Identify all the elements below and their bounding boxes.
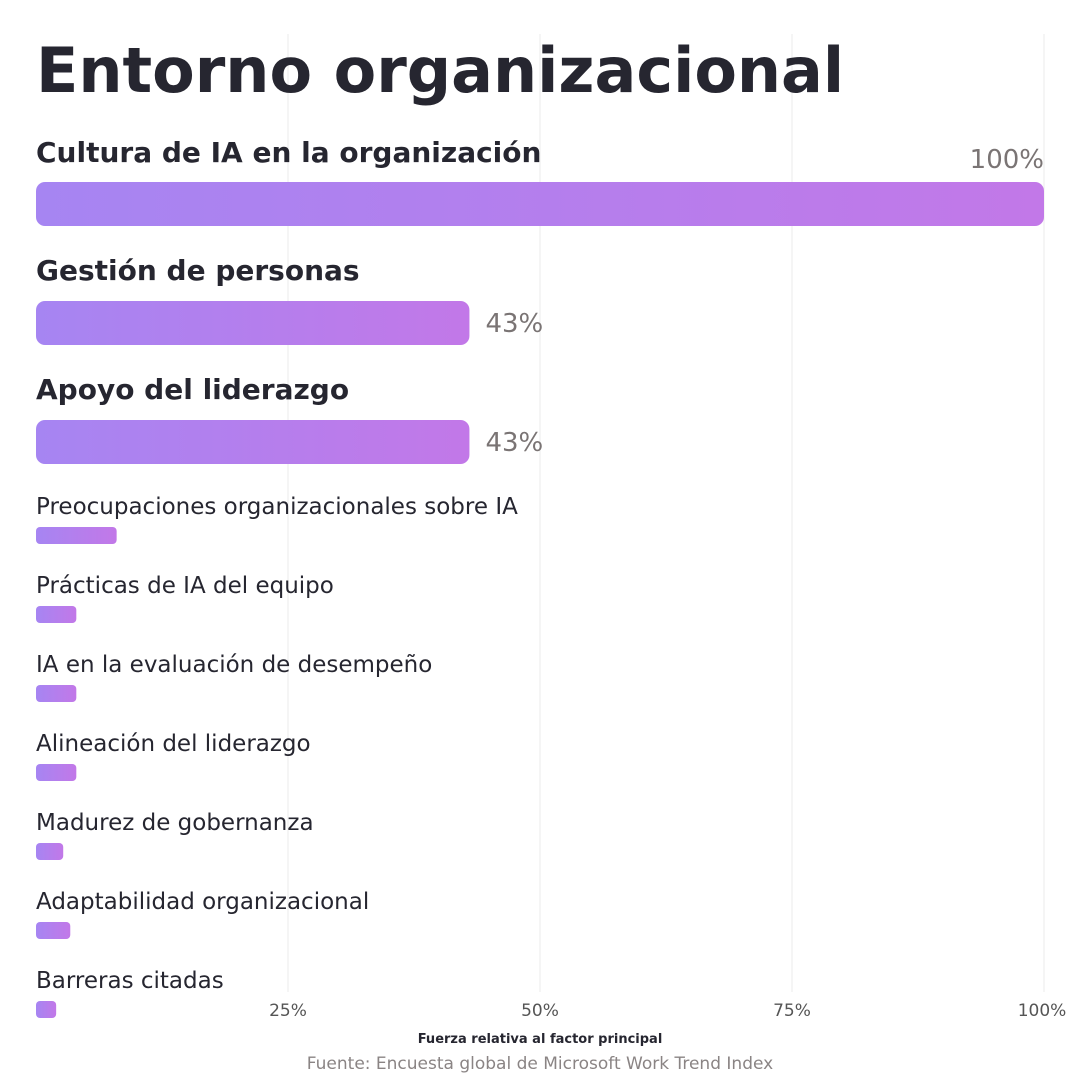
category-label: Apoyo del liderazgo — [36, 373, 349, 406]
x-axis-title: Fuerza relativa al factor principal — [418, 1032, 663, 1047]
bar — [36, 527, 117, 544]
x-tick-label: 25% — [269, 1001, 307, 1021]
category-label: Prácticas de IA del equipo — [36, 573, 334, 599]
x-axis-ticks: 25% 50% 75% 100% — [269, 1001, 1066, 1021]
bar — [36, 764, 77, 781]
value-label: 43% — [485, 428, 543, 458]
value-label: 100% — [970, 145, 1044, 175]
category-label: Adaptabilidad organizacional — [36, 889, 369, 915]
category-label: IA en la evaluación de desempeño — [36, 652, 432, 678]
bar — [36, 922, 71, 939]
x-tick-label: 75% — [773, 1001, 811, 1021]
bar — [36, 685, 77, 702]
bar — [36, 301, 470, 345]
category-label: Alineación del liderazgo — [36, 731, 311, 757]
category-label: Madurez de gobernanza — [36, 810, 314, 836]
category-label: Gestión de personas — [36, 254, 360, 287]
chart-title: Entorno organizacional — [36, 34, 844, 107]
x-tick-label: 100% — [1018, 1001, 1067, 1021]
category-label: Barreras citadas — [36, 968, 224, 994]
category-label: Cultura de IA en la organización — [36, 136, 541, 169]
category-label: Preocupaciones organizacionales sobre IA — [36, 494, 518, 520]
bar — [36, 843, 64, 860]
value-label: 43% — [485, 309, 543, 339]
bar — [36, 1001, 57, 1018]
bars: Cultura de IA en la organización 100% Gest… — [36, 136, 1044, 1018]
source-note: Fuente: Encuesta global de Microsoft Wor… — [307, 1054, 773, 1074]
bar — [36, 182, 1044, 226]
bar — [36, 606, 77, 623]
bar — [36, 420, 470, 464]
x-tick-label: 50% — [521, 1001, 559, 1021]
